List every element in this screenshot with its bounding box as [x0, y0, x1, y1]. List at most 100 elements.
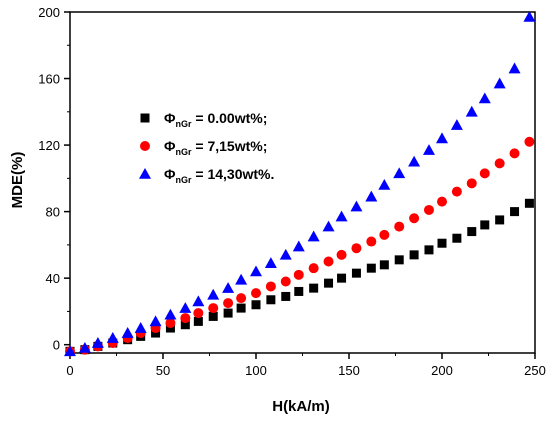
data-point [279, 248, 292, 260]
data-point [236, 293, 247, 304]
data-point [480, 220, 490, 230]
x-tick-label: 0 [66, 363, 73, 378]
data-point [423, 204, 434, 215]
data-point [78, 342, 91, 353]
data-point [193, 308, 204, 319]
data-point [451, 186, 462, 197]
data-point [336, 249, 347, 260]
data-point [379, 260, 389, 270]
data-point [251, 288, 261, 299]
data-point [365, 190, 378, 202]
data-point [478, 92, 491, 104]
data-point [193, 316, 203, 326]
data-point [422, 144, 435, 155]
data-point [292, 240, 305, 252]
y-tick-label: 80 [46, 205, 60, 220]
data-point [350, 200, 363, 212]
axes-layer: 0 50 100 150 200 250 0 40 80 120 160 200 [38, 5, 546, 378]
data-point [91, 337, 104, 348]
data-point [351, 243, 362, 254]
legend: ΦnGr = 0.00wt%; ΦnGr = 7,15wt%; ΦnGr = 14,… [139, 110, 274, 185]
legend-marker [140, 113, 150, 123]
data-point [180, 313, 191, 324]
data-point [524, 136, 535, 147]
data-point [223, 308, 233, 318]
x-tick-label: 50 [156, 363, 170, 378]
legend-entry: ΦnGr = 14,30wt%. [139, 166, 274, 185]
data-point [409, 250, 419, 260]
data-point [323, 256, 334, 267]
data-point [281, 291, 291, 301]
data-point [165, 318, 176, 329]
data-point [208, 303, 219, 314]
data-point [134, 322, 147, 333]
data-point [121, 327, 134, 338]
points-layer [64, 10, 536, 357]
legend-entry: ΦnGr = 7,15wt%; [140, 138, 267, 157]
y-tick-label: 160 [38, 72, 60, 87]
x-tick-label: 100 [245, 363, 267, 378]
data-point [308, 263, 319, 274]
data-point [164, 308, 177, 320]
y-axis-title: MDE(%) [9, 152, 26, 209]
data-point [510, 207, 520, 217]
data-point [408, 155, 421, 167]
data-point [466, 178, 477, 189]
data-point [351, 268, 361, 278]
data-point [309, 283, 319, 293]
data-point [322, 220, 335, 232]
legend-marker [139, 168, 151, 179]
data-point [264, 257, 277, 268]
data-point [366, 263, 376, 273]
data-point [424, 245, 434, 255]
data-point [524, 198, 534, 208]
data-point [222, 282, 235, 293]
data-point [149, 315, 162, 327]
data-point [208, 311, 218, 321]
data-point [207, 288, 220, 300]
data-point [437, 238, 447, 248]
data-point [508, 62, 521, 74]
data-point [493, 77, 506, 89]
legend-label: ΦnGr = 14,30wt%. [164, 166, 274, 185]
data-point [280, 276, 291, 287]
data-point [180, 320, 190, 330]
data-point [495, 215, 505, 225]
plot-frame [69, 11, 536, 354]
data-point [64, 345, 76, 357]
data-point [266, 295, 276, 305]
data-point [251, 300, 261, 310]
data-point [379, 229, 390, 240]
legend-marker [140, 141, 150, 151]
data-point [192, 295, 205, 307]
data-point [394, 255, 404, 265]
data-point [366, 236, 377, 247]
x-tick-label: 250 [524, 363, 546, 378]
data-point [265, 281, 276, 292]
legend-label: ΦnGr = 7,15wt%; [164, 138, 267, 157]
y-tick-label: 120 [38, 138, 60, 153]
data-point [494, 158, 505, 169]
data-point [436, 132, 448, 144]
data-point [223, 298, 234, 309]
series-2 [64, 10, 536, 357]
data-point [324, 278, 334, 288]
data-point [106, 332, 119, 343]
data-point [394, 221, 405, 232]
y-tick-label: 40 [46, 271, 60, 286]
data-point [409, 213, 420, 224]
y-tick-label: 200 [38, 5, 60, 20]
data-point [465, 105, 478, 117]
data-point [236, 303, 246, 313]
data-point [452, 233, 462, 243]
data-point [523, 10, 536, 22]
legend-label: ΦnGr = 0.00wt%; [164, 110, 267, 129]
data-point [294, 286, 304, 296]
x-axis-title: H(kA/m) [272, 398, 330, 415]
data-point [293, 269, 304, 280]
data-point [179, 302, 192, 313]
legend-entry: ΦnGr = 0.00wt%; [140, 110, 267, 129]
data-point [450, 119, 463, 130]
data-point [337, 273, 347, 283]
